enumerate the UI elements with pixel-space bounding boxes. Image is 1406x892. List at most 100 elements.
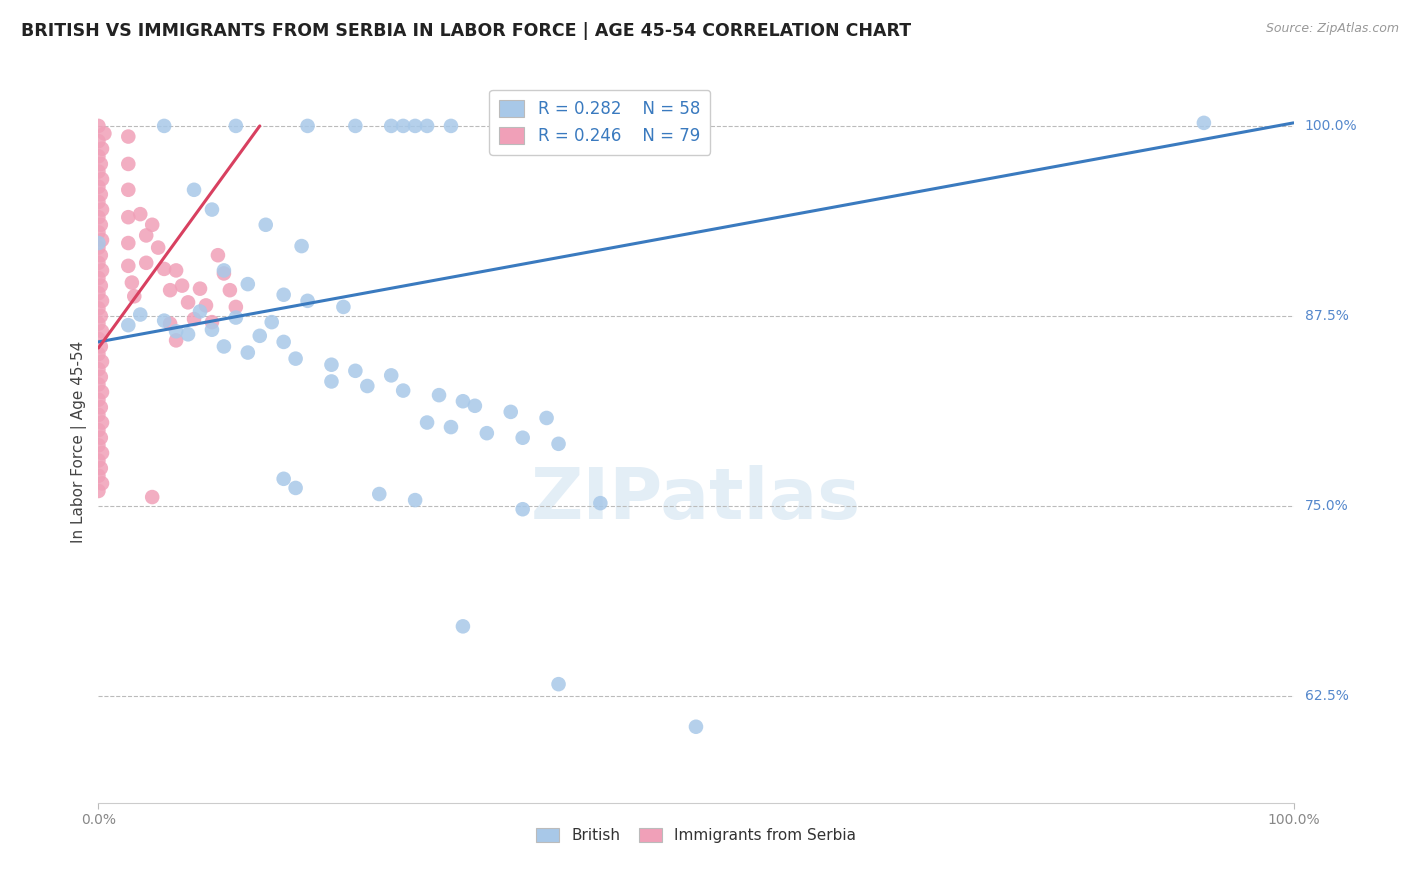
Text: BRITISH VS IMMIGRANTS FROM SERBIA IN LABOR FORCE | AGE 45-54 CORRELATION CHART: BRITISH VS IMMIGRANTS FROM SERBIA IN LAB… [21, 22, 911, 40]
Point [172, 278, 194, 293]
Point [201, 202, 224, 217]
Point [87, 164, 110, 178]
Point [87, 241, 110, 255]
Point [117, 210, 139, 224]
Point [159, 317, 181, 331]
Point [91, 446, 114, 460]
Point [87, 179, 110, 194]
Point [91, 202, 114, 217]
Point [87, 468, 110, 483]
Point [165, 334, 187, 348]
Point [225, 300, 247, 314]
Point [183, 312, 205, 326]
Point [165, 263, 187, 277]
Point [475, 426, 498, 441]
Point [90, 431, 112, 445]
Point [201, 323, 224, 337]
Point [416, 416, 439, 430]
Point [201, 315, 224, 329]
Point [148, 241, 170, 255]
Point [589, 496, 612, 510]
Point [90, 461, 112, 475]
Point [249, 328, 271, 343]
Point [404, 119, 426, 133]
Point [87, 119, 110, 133]
Point [117, 259, 139, 273]
Point [91, 142, 114, 156]
Point [392, 384, 415, 398]
Point [91, 263, 114, 277]
Point [368, 487, 391, 501]
Point [87, 235, 110, 250]
Point [297, 293, 319, 308]
Point [195, 298, 218, 312]
Point [90, 157, 112, 171]
Point [87, 256, 110, 270]
Point [380, 368, 402, 383]
Text: ZIPatlas: ZIPatlas [531, 465, 860, 533]
Point [332, 300, 354, 314]
Point [153, 119, 176, 133]
Point [124, 289, 146, 303]
Point [91, 172, 114, 186]
Point [91, 324, 114, 338]
Point [91, 476, 114, 491]
Point [440, 119, 463, 133]
Point [690, 119, 713, 133]
Point [87, 226, 110, 240]
Point [260, 315, 283, 329]
Text: 62.5%: 62.5% [1305, 690, 1348, 703]
Point [90, 339, 112, 353]
Point [87, 483, 110, 498]
Point [177, 327, 200, 342]
Point [254, 218, 277, 232]
Point [87, 317, 110, 331]
Point [284, 481, 307, 495]
Point [451, 619, 474, 633]
Legend: British, Immigrants from Serbia: British, Immigrants from Serbia [530, 822, 862, 849]
Point [87, 377, 110, 392]
Point [165, 324, 187, 338]
Point [225, 310, 247, 325]
Point [87, 423, 110, 437]
Point [93, 127, 115, 141]
Point [356, 379, 378, 393]
Point [273, 334, 295, 349]
Text: 87.5%: 87.5% [1305, 309, 1348, 323]
Point [392, 119, 415, 133]
Point [685, 720, 707, 734]
Point [512, 431, 534, 445]
Point [91, 416, 114, 430]
Point [464, 399, 486, 413]
Point [87, 301, 110, 316]
Point [117, 318, 139, 333]
Point [135, 256, 157, 270]
Point [87, 210, 110, 224]
Point [121, 276, 143, 290]
Text: Source: ZipAtlas.com: Source: ZipAtlas.com [1265, 22, 1399, 36]
Point [404, 493, 426, 508]
Point [87, 332, 110, 346]
Point [117, 183, 139, 197]
Point [87, 453, 110, 467]
Point [236, 277, 259, 292]
Point [219, 283, 242, 297]
Point [87, 408, 110, 422]
Point [380, 119, 402, 133]
Text: 100.0%: 100.0% [1305, 119, 1357, 133]
Point [212, 339, 235, 353]
Point [547, 437, 569, 451]
Point [87, 362, 110, 376]
Point [90, 278, 112, 293]
Point [183, 183, 205, 197]
Point [87, 438, 110, 452]
Point [207, 248, 229, 262]
Point [91, 385, 114, 400]
Point [90, 248, 112, 262]
Point [91, 293, 114, 308]
Point [117, 129, 139, 144]
Point [273, 287, 295, 301]
Point [129, 207, 152, 221]
Point [499, 405, 522, 419]
Point [512, 502, 534, 516]
